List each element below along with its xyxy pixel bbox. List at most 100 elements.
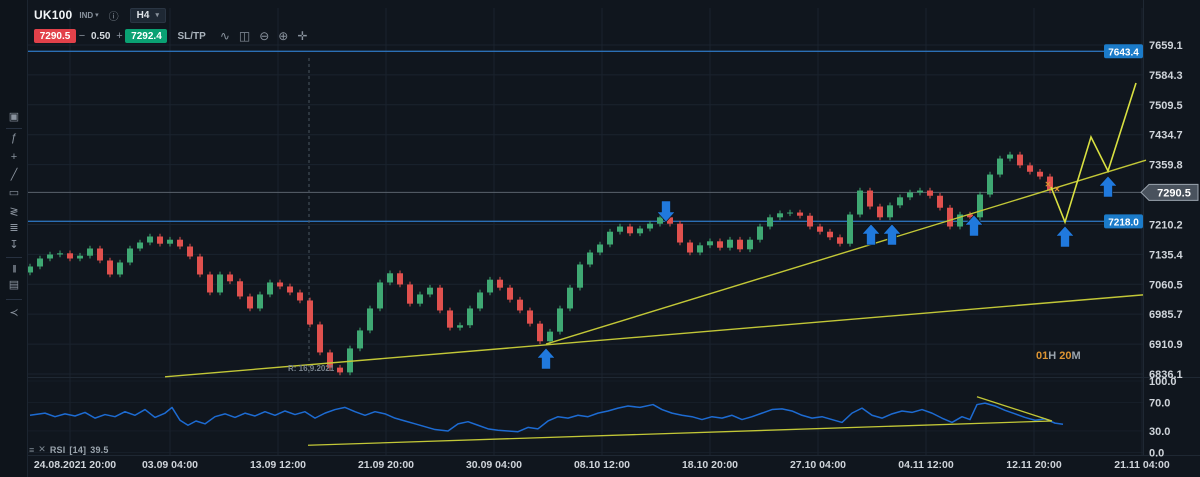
price-tick-label: 6910.9 [1149,339,1183,351]
buy-arrow-icon [1055,225,1075,248]
price-tick-label: 7434.7 [1149,130,1183,142]
time-tick-label: 13.09 12:00 [250,459,306,471]
projection-zigzag[interactable] [1050,82,1137,225]
current-price-tag: 7290.5 [1157,187,1191,199]
share-icon[interactable]: ≺ [9,307,19,319]
signal-arrows[interactable] [536,175,1118,370]
trade-close-marks: ✕✕ [1045,180,1061,194]
market-type-badge: IND [79,10,94,20]
countdown-hours: 01 [1036,350,1049,362]
sidebar-divider [6,299,22,300]
rollover-date-label: R: 16.9.2021 [288,364,335,373]
time-tick-label: 30.09 04:00 [466,459,522,471]
rsi-value: 39.5 [90,444,109,455]
price-level-lines[interactable] [28,50,1141,223]
time-tick-label: 12.11 20:00 [1006,459,1062,471]
info-icon[interactable]: ⓘ [108,11,119,23]
spread-minus-button[interactable]: − [78,30,86,42]
patterns-icon[interactable]: ≷ [9,206,19,218]
grid-lines [28,8,1143,455]
rsi-tick-label: 0.0 [1149,447,1164,459]
zoom-in-icon[interactable]: ⊕ [278,29,289,43]
fibonacci-icon[interactable]: ≣ [9,222,19,234]
symbol-row: UK100 IND ▾ ⓘ H4 ▾ [34,6,307,24]
buy-arrow-icon [861,223,881,246]
symbol-label[interactable]: UK100 [34,8,73,22]
sell-button[interactable]: 7290.5 [34,29,76,43]
svg-text:✕: ✕ [1054,185,1061,194]
volume-icon[interactable]: ||| [12,264,16,273]
time-tick-label: 21.09 20:00 [358,459,414,471]
rsi-period: [14] [69,444,87,455]
pane-borders [28,0,1200,456]
time-tick-label: 04.11 12:00 [898,459,954,471]
zoom-out-icon[interactable]: ⊖ [259,29,270,43]
candlestick-icon[interactable]: ◫ [238,29,251,43]
svg-text:✕: ✕ [1045,180,1052,189]
trade-row: 7290.5 − 0.50 + 7292.4 SL/TP ∿ ◫ ⊖ ⊕ ✛ [34,27,307,45]
trendlines[interactable] [164,159,1147,378]
time-tick-label: 24.08.2021 20:00 [34,459,116,471]
rsi-settings-icon[interactable]: ≡ [29,444,35,455]
sidebar-divider [6,257,22,258]
rsi-name: RSI [49,444,66,455]
level-badge: 7218.0 [1108,217,1139,228]
timeframe-chevron-down-icon: ▾ [155,12,159,19]
buy-arrow-icon [536,347,556,370]
countdown-minutes: 20 [1059,350,1072,362]
price-badges: 7643.4 7290.5 7218.0 [1104,44,1199,229]
spread-plus-button[interactable]: + [116,30,123,42]
price-axis[interactable]: 7659.1 7584.3 7509.5 7434.7 7359.8 7210.2 7135… [1149,40,1184,459]
price-tick-label: 6836.1 [1149,369,1183,381]
chart-tools: ∿ ◫ ⊖ ⊕ ✛ [220,29,308,43]
sell-arrow-icon [656,200,676,223]
drawing-toolbar: ▣ ƒ + ╱ ▭ ≷ ≣ ↧ ||| ▤ ≺ [0,0,28,477]
level-badge: 7643.4 [1108,47,1139,58]
sidebar-divider [6,128,22,129]
buy-arrow-icon [964,214,984,237]
buy-arrow-icon [1098,175,1118,198]
shapes-icon[interactable]: ▭ [8,187,20,199]
time-tick-label: 03.09 04:00 [142,459,198,471]
annotation-arrow-icon[interactable]: ↧ [9,239,19,251]
price-tick-label: 6985.7 [1149,309,1183,321]
buy-arrow-icon [882,223,902,246]
price-tick-label: 7659.1 [1149,40,1183,52]
price-tick-label: 7135.4 [1149,249,1184,261]
price-tick-label: 7584.3 [1149,70,1183,82]
price-tick-label: 7509.5 [1149,100,1183,112]
price-tick-label: 7359.8 [1149,160,1183,172]
time-tick-label: 27.10 04:00 [790,459,846,471]
timeframe-button[interactable]: H4 ▾ [129,7,166,23]
price-tick-label: 7210.2 [1149,219,1183,231]
candlesticks [27,151,1053,376]
rsi-tick-label: 30.0 [1149,426,1170,438]
rsi-line [29,402,1064,433]
rsi-tick-label: 70.0 [1149,397,1170,409]
templates-icon[interactable]: ▤ [8,279,20,291]
price-tick-label: 7060.5 [1149,279,1183,291]
symbol-chevron-down-icon[interactable]: ▾ [95,12,99,19]
line-chart-icon[interactable]: ∿ [219,29,230,43]
time-tick-label: 21.11 04:00 [1114,459,1170,471]
rsi-indicator-header: ≡ ✕ RSI [14] 39.5 [29,444,109,455]
buy-button[interactable]: 7292.4 [125,29,168,43]
rsi-trendlines[interactable] [307,396,1053,446]
timeframe-label: H4 [136,9,150,21]
rsi-close-icon[interactable]: ✕ [38,444,46,454]
candle-countdown: 01H 20M [1036,350,1081,362]
crosshair-icon[interactable]: + [10,151,18,163]
chart-view-icon[interactable]: ▣ [8,111,20,123]
time-tick-label: 08.10 12:00 [574,459,630,471]
sltp-button[interactable]: SL/TP [177,30,206,42]
time-tick-label: 18.10 20:00 [682,459,738,471]
chart-toolbar: UK100 IND ▾ ⓘ H4 ▾ 7290.5 − 0.50 + 7292.… [34,6,307,48]
time-axis[interactable]: 24.08.2021 20:00 03.09 04:00 13.09 12:00 21… [34,459,1170,471]
trendline-icon[interactable]: ╱ [10,169,18,181]
indicators-icon[interactable]: ƒ [10,132,18,144]
spread-value: 0.50 [91,30,111,42]
pan-icon[interactable]: ✛ [297,29,308,43]
rsi-tick-label: 100.0 [1149,376,1177,388]
